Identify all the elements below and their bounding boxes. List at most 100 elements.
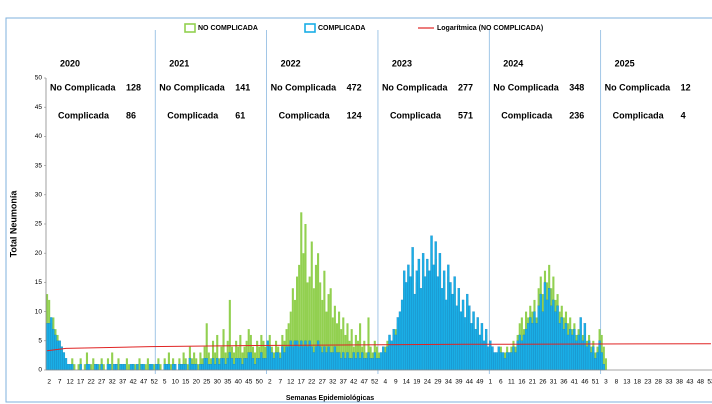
bar [77,364,80,370]
bar [245,340,248,370]
x-tick-label: 18 [634,379,642,386]
bar [58,340,61,371]
bar [350,329,353,370]
bar [163,364,166,371]
y-tick-label: 30 [35,192,43,199]
bar [195,364,198,371]
bar [283,352,286,371]
year-label: 2023 [392,58,412,68]
bar [585,346,589,371]
bar [241,352,244,370]
bar [340,358,343,371]
bar [432,264,435,371]
bar [491,346,494,371]
bar [554,311,557,371]
bar [155,364,158,371]
bar [222,358,225,371]
x-tick-label: 49 [476,379,484,386]
row-label: No Complicada [493,82,560,92]
legend-swatch [184,23,196,33]
bar [379,352,383,371]
bar [537,305,540,371]
y-tick-label: 40 [35,133,43,140]
x-tick-label: 7 [278,379,282,386]
bar [224,364,227,371]
bar [459,311,463,371]
legend-label: COMPLICADA [318,25,365,32]
bar [317,253,320,370]
bar [526,323,530,371]
legend-label: NO COMPLICADA [198,25,258,32]
x-tick-label: 38 [676,379,684,386]
x-tick-label: 52 [371,379,379,386]
bar [571,334,574,371]
x-tick-label: 32 [109,379,117,386]
bar [602,364,605,371]
bar [100,364,103,371]
bar [329,352,332,371]
bar [180,364,183,371]
bar [484,328,488,371]
x-tick-label: 45 [245,379,253,386]
bar [47,323,51,371]
bar [94,364,97,371]
bar [62,352,66,371]
bar [338,311,341,370]
x-tick-label: 47 [140,379,148,386]
bar [153,364,156,370]
bar [445,299,448,371]
x-tick-label: 40 [235,379,243,386]
x-tick-label: 47 [361,379,369,386]
bar [207,364,210,371]
row-label: Complicada [279,110,331,120]
bar [342,317,345,370]
bar [419,288,423,371]
bar [587,340,591,371]
bar [237,358,240,371]
bar [455,305,458,371]
bar [85,364,89,371]
x-tick-label: 1 [489,379,493,386]
bar [318,346,322,371]
bar [409,276,412,371]
bar [457,288,461,371]
x-tick-label: 15 [182,379,190,386]
bar [321,352,324,371]
bar [550,305,553,371]
bar [262,358,265,371]
bar [426,258,429,371]
bar [384,352,387,371]
bar [232,352,236,370]
bar [209,364,213,371]
bar [123,364,126,371]
bar [346,323,349,370]
year-label: 2025 [615,58,635,68]
bar [50,317,53,371]
x-tick-label: 6 [499,379,503,386]
count: 86 [126,110,136,120]
x-axis-label: Semanas Epidemiológicas [286,395,374,402]
bar [56,340,59,371]
x-tick-label: 36 [560,379,568,386]
bar [308,276,311,370]
bar [510,352,513,371]
y-tick-label: 10 [35,308,43,315]
bar [342,352,345,371]
bar [346,352,349,371]
bar [165,364,168,371]
bar [247,352,250,371]
bar [367,317,370,370]
bar [136,364,139,371]
bar [256,340,259,370]
bar [220,358,223,371]
x-tick-label: 7 [58,379,62,386]
bar [508,352,511,371]
bar [520,340,524,371]
x-tick-label: 37 [119,379,127,386]
bar [113,364,116,371]
bar [541,311,545,371]
x-tick-label: 26 [539,379,547,386]
bar [68,364,72,371]
bar [274,352,278,371]
